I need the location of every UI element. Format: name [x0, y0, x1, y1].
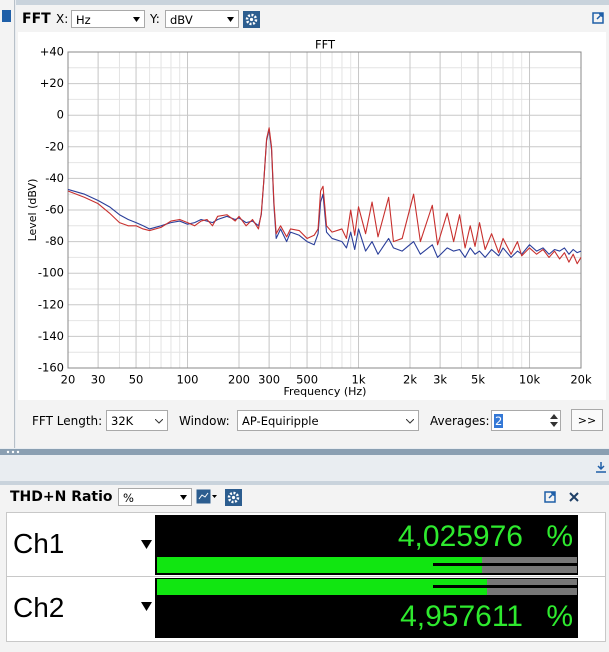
x-tick-label: 100: [177, 373, 199, 387]
x-tick-label: 50: [129, 373, 144, 387]
row-divider: [6, 576, 606, 577]
x-tick-label: 200: [228, 373, 250, 387]
x-tick-label: 3k: [433, 373, 447, 387]
averages-label: Averages:: [430, 414, 490, 428]
y-tick-label: -20: [45, 139, 64, 153]
meter-peak: [433, 563, 577, 566]
channel-label: Ch2: [13, 592, 65, 623]
panel-title: FFT: [22, 11, 51, 27]
plot-background: [18, 32, 606, 400]
x-tick-label: 300: [258, 373, 280, 387]
averages-spinner[interactable]: 2: [491, 410, 561, 431]
y-tick-label: -100: [38, 266, 64, 280]
x-unit-dropdown[interactable]: Hz: [71, 10, 145, 28]
reading: 4,957611: [400, 600, 523, 633]
channel-label: Ch1: [13, 528, 65, 559]
arrow: [180, 495, 187, 500]
y-unit-dropdown[interactable]: dBV: [165, 10, 239, 28]
x-tick-label: 500: [296, 373, 318, 387]
splitter[interactable]: [0, 449, 609, 455]
plot-frame: [67, 51, 582, 369]
reading-unit: %: [546, 600, 573, 633]
x-tick-label: 1k: [352, 373, 366, 387]
x-tick-label: 20: [61, 373, 76, 387]
y-axis-title: Level (dBV): [26, 179, 39, 242]
unit-dropdown[interactable]: %: [118, 488, 192, 506]
series-line: [67, 128, 582, 258]
y-tick-label: -120: [38, 297, 64, 311]
meter-peak: [433, 585, 577, 588]
more-button[interactable]: >>: [571, 409, 603, 431]
settings-button[interactable]: [243, 11, 260, 28]
fft-chart: FFT Level (dBV) Frequency (Hz) -160 -140 -…: [26, 38, 592, 399]
arrow: [406, 419, 414, 424]
x-label: X:: [56, 12, 69, 26]
close-button[interactable]: [568, 491, 580, 503]
chart-title: FFT: [315, 38, 336, 52]
unit: %: [123, 491, 134, 505]
popout-button[interactable]: [544, 491, 556, 503]
x-axis-title: Frequency (Hz): [284, 385, 367, 398]
y-tick-label: -80: [45, 234, 64, 248]
splitter-grip: [6, 450, 20, 454]
popout-button[interactable]: [592, 12, 604, 24]
arrow: [155, 419, 163, 424]
y-tick-label: -160: [38, 361, 64, 375]
dock-button[interactable]: [595, 461, 607, 473]
reading: 4,025976: [397, 520, 523, 553]
y-tick-label: +20: [40, 76, 64, 90]
y-tick-label: 0: [57, 108, 64, 122]
meter-bar: [157, 579, 487, 595]
averages: 2: [494, 414, 504, 428]
fft-length-dropdown[interactable]: 32K: [106, 410, 168, 431]
meter-options-button[interactable]: [196, 489, 218, 505]
y-unit: dBV: [170, 13, 193, 27]
y-tick-label: -140: [38, 329, 64, 343]
settings-button[interactable]: [225, 489, 242, 506]
y-label: Y:: [150, 12, 160, 26]
panel-title: THD+N Ratio: [10, 489, 113, 505]
x-tick-label: 10k: [519, 373, 541, 387]
window: AP-Equiripple: [242, 414, 319, 428]
x-tick-label: 5k: [471, 373, 485, 387]
window-dropdown[interactable]: AP-Equiripple: [237, 410, 419, 431]
x-tick-label: 20k: [570, 373, 592, 387]
meter-bar: [157, 557, 482, 573]
series-line: [67, 127, 582, 265]
arrow: [227, 17, 234, 22]
x-tick-label: 2k: [403, 373, 417, 387]
spin-arrows[interactable]: [549, 412, 559, 429]
reading-unit: %: [546, 520, 573, 553]
window-label: Window:: [179, 414, 230, 428]
y-tick-label: -40: [45, 171, 64, 185]
y-tick-label: -60: [45, 203, 64, 217]
x-unit: Hz: [76, 13, 91, 27]
fft-length-label: FFT Length:: [32, 414, 103, 428]
channel-menu[interactable]: [141, 602, 152, 611]
fft-length: 32K: [111, 414, 134, 428]
y-tick-label: +40: [40, 45, 64, 59]
panel-icon[interactable]: [2, 10, 11, 22]
side-panel: [0, 0, 15, 448]
channel-menu[interactable]: [141, 540, 152, 549]
x-tick-label: 30: [91, 373, 106, 387]
arrow: [133, 17, 140, 22]
